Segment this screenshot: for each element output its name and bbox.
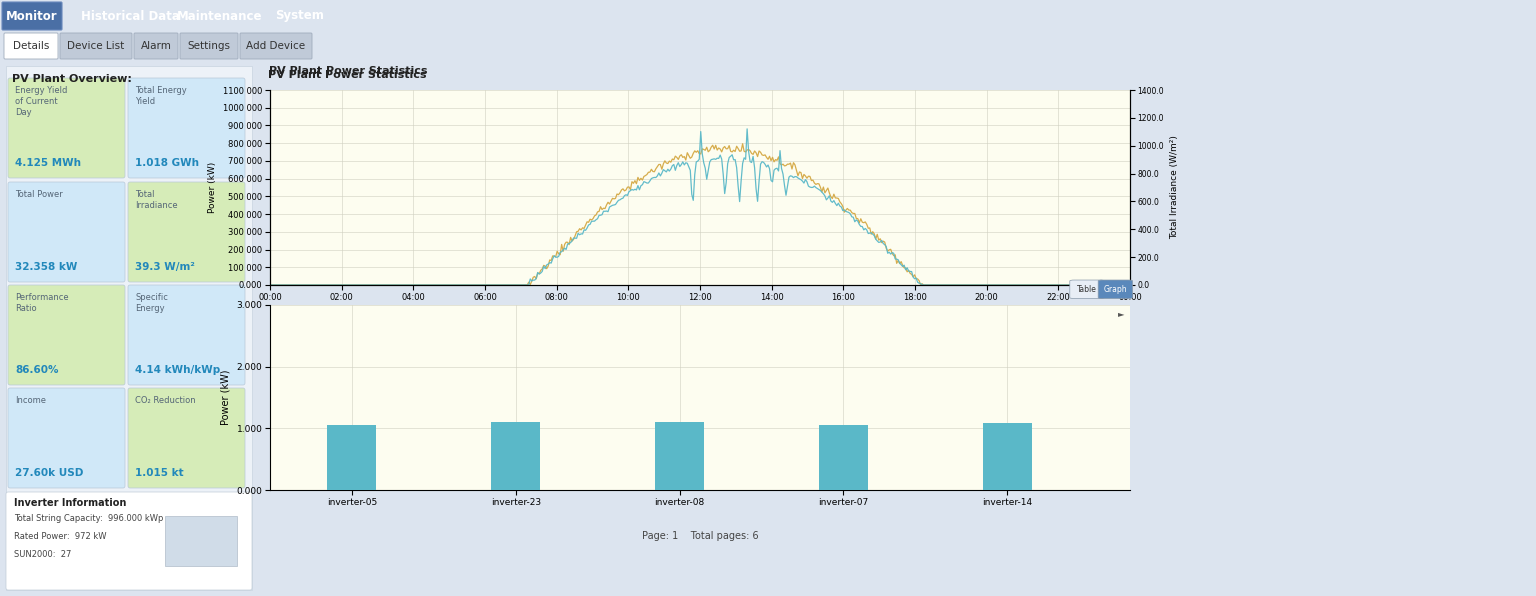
Text: Income: Income: [15, 396, 46, 405]
FancyBboxPatch shape: [8, 182, 124, 282]
Text: CO₂ Reduction: CO₂ Reduction: [135, 396, 195, 405]
Bar: [983, 423, 1032, 490]
Text: 4.14 kWh/kWp: 4.14 kWh/kWp: [135, 365, 220, 375]
Text: Page: 1    Total pages: 6: Page: 1 Total pages: 6: [642, 530, 759, 541]
Y-axis label: Power (kW): Power (kW): [221, 370, 230, 426]
FancyBboxPatch shape: [8, 388, 124, 488]
Text: PV Plant Power Statistics: PV Plant Power Statistics: [267, 70, 427, 80]
Text: Specific
Energy: Specific Energy: [135, 293, 167, 313]
FancyBboxPatch shape: [127, 285, 246, 385]
Text: PV Plant Overview:: PV Plant Overview:: [12, 74, 132, 84]
Text: Total
Irradiance: Total Irradiance: [135, 190, 178, 210]
Text: Rated Power:  972 kW: Rated Power: 972 kW: [14, 532, 106, 541]
Text: PV Plant Power Statistics: PV Plant Power Statistics: [269, 66, 427, 76]
Text: Monitor: Monitor: [6, 10, 58, 23]
FancyBboxPatch shape: [5, 33, 58, 59]
Text: Device List: Device List: [68, 41, 124, 51]
Text: Settings: Settings: [187, 41, 230, 51]
Text: 39.3 W/m²: 39.3 W/m²: [135, 262, 195, 272]
Text: Details: Details: [12, 41, 49, 51]
FancyBboxPatch shape: [6, 492, 252, 590]
Text: System: System: [275, 10, 324, 23]
Text: 4.125 MWh: 4.125 MWh: [15, 158, 81, 168]
FancyBboxPatch shape: [134, 33, 178, 59]
FancyBboxPatch shape: [180, 33, 238, 59]
Text: Total String Capacity:  996.000 kWp: Total String Capacity: 996.000 kWp: [14, 514, 163, 523]
Text: Energy Yield
of Current
Day: Energy Yield of Current Day: [15, 86, 68, 117]
Text: ►: ►: [1118, 309, 1124, 318]
Bar: [327, 426, 376, 490]
FancyBboxPatch shape: [8, 78, 124, 178]
Text: SUN2000:  27: SUN2000: 27: [14, 550, 71, 559]
FancyBboxPatch shape: [127, 388, 246, 488]
Bar: [819, 426, 868, 490]
Text: Performance
Ratio: Performance Ratio: [15, 293, 69, 313]
FancyBboxPatch shape: [6, 66, 252, 590]
Text: Alarm: Alarm: [141, 41, 172, 51]
Text: 86.60%: 86.60%: [15, 365, 58, 375]
FancyBboxPatch shape: [240, 33, 312, 59]
FancyBboxPatch shape: [8, 285, 124, 385]
FancyBboxPatch shape: [2, 2, 61, 30]
Text: 27.60k USD: 27.60k USD: [15, 468, 83, 478]
Text: Inverter Information: Inverter Information: [14, 498, 126, 508]
Text: Maintenance: Maintenance: [177, 10, 263, 23]
Bar: [164, 516, 237, 566]
Y-axis label: Power (kW): Power (kW): [209, 162, 218, 213]
FancyBboxPatch shape: [127, 78, 246, 178]
Text: Table: Table: [1077, 285, 1097, 294]
Text: Graph: Graph: [1103, 285, 1127, 294]
Bar: [492, 422, 541, 490]
FancyBboxPatch shape: [127, 182, 246, 282]
Text: Historical Data: Historical Data: [80, 10, 180, 23]
Bar: [654, 422, 703, 490]
Text: Total Power: Total Power: [15, 190, 63, 199]
Text: 1.015 kt: 1.015 kt: [135, 468, 184, 478]
Text: 32.358 kW: 32.358 kW: [15, 262, 77, 272]
Y-axis label: Total Irradiance (W/m²): Total Irradiance (W/m²): [1170, 135, 1178, 240]
Text: Total Energy
Yield: Total Energy Yield: [135, 86, 187, 106]
Legend: Power, Total Irradiance: Power, Total Irradiance: [731, 320, 876, 336]
FancyBboxPatch shape: [1098, 280, 1132, 299]
FancyBboxPatch shape: [1069, 280, 1104, 299]
Text: Add Device: Add Device: [246, 41, 306, 51]
Text: 1.018 GWh: 1.018 GWh: [135, 158, 200, 168]
FancyBboxPatch shape: [60, 33, 132, 59]
